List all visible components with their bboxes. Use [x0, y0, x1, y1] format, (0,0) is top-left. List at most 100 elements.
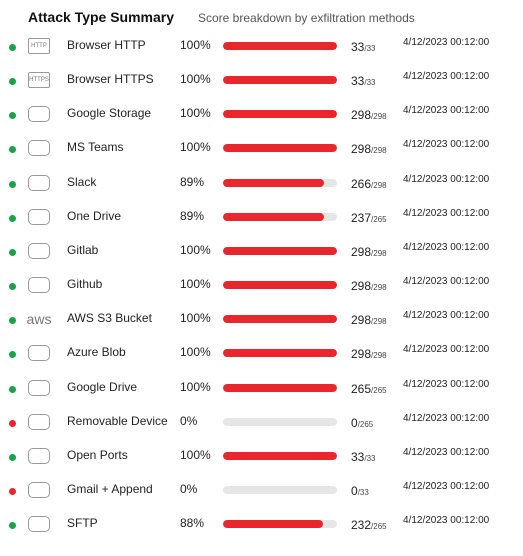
score-total: /33	[364, 78, 376, 88]
icon	[28, 277, 50, 294]
progress-bar	[223, 315, 337, 324]
progress-bar	[223, 451, 337, 460]
percent-label: 100%	[180, 277, 211, 292]
method-name: Gitlab	[67, 242, 99, 257]
icon: aws	[26, 311, 52, 328]
percent-label: 100%	[180, 345, 211, 360]
timestamp: 4/12/2023 00:12:00	[403, 105, 490, 117]
score-cell: 298/298	[351, 345, 387, 363]
progress-track	[223, 315, 337, 324]
score-cell: 232/265	[351, 516, 387, 534]
score-total: /265	[357, 419, 374, 429]
timestamp: 4/12/2023 00:12:00	[403, 480, 490, 492]
progress-bar	[223, 281, 337, 290]
score: 33	[351, 74, 365, 89]
score: 298	[351, 244, 372, 259]
score: 33	[351, 449, 365, 464]
progress-track	[223, 520, 337, 529]
method-name: Azure Blob	[67, 345, 126, 360]
method-name: Gmail + Append	[67, 481, 153, 496]
progress-track	[223, 485, 337, 494]
score: 232	[351, 518, 372, 533]
percent-label: 100%	[180, 106, 211, 121]
icon	[28, 481, 50, 498]
score-cell: 298/298	[351, 277, 387, 295]
percent-label: 100%	[180, 447, 211, 462]
subtitle: Score breakdown by exfiltration methods	[198, 11, 415, 25]
icon	[28, 413, 50, 430]
status-dot	[9, 453, 16, 461]
percent-label: 100%	[180, 140, 211, 155]
timestamp: 4/12/2023 00:12:00	[403, 276, 490, 288]
timestamp: 4/12/2023 00:12:00	[403, 139, 490, 151]
icon	[28, 106, 50, 123]
timestamp: 4/12/2023 00:12:00	[403, 446, 490, 458]
icon: HTTP	[28, 38, 50, 54]
status-dot	[9, 317, 16, 325]
percent-label: 89%	[180, 174, 205, 189]
status-dot	[9, 419, 16, 427]
progress-track	[223, 144, 337, 153]
progress-track	[223, 349, 337, 358]
progress-bar	[223, 110, 337, 119]
score-total: /298	[371, 180, 387, 190]
icon	[28, 242, 50, 259]
score-total: /265	[371, 214, 387, 224]
method-name: AWS S3 Bucket	[67, 311, 152, 326]
percent-label: 100%	[180, 38, 211, 52]
score-total: /265	[371, 385, 387, 395]
progress-track	[223, 110, 337, 119]
timestamp: 4/12/2023 00:12:00	[403, 173, 490, 185]
progress-bar	[223, 212, 325, 221]
score-cell: 266/298	[351, 175, 387, 193]
score-total: /298	[371, 283, 387, 293]
percent-label: 0%	[180, 413, 198, 428]
score-total: /298	[371, 317, 387, 327]
percent-label: 89%	[180, 208, 205, 223]
status-dot	[9, 283, 16, 291]
progress-bar	[223, 144, 337, 153]
title: Attack Type Summary	[28, 9, 175, 25]
score-cell: 237/265	[351, 209, 387, 227]
score-cell: 265/265	[351, 380, 387, 398]
progress-bar	[223, 246, 337, 255]
icon: HTTPS	[28, 72, 50, 89]
progress-track	[223, 178, 337, 187]
timestamp: 4/12/2023 00:12:00	[403, 71, 490, 83]
status-dot	[9, 522, 16, 530]
score-total: /298	[371, 351, 387, 361]
progress-bar	[223, 383, 337, 392]
method-name: MS Teams	[67, 140, 124, 155]
icon	[28, 140, 50, 157]
timestamp: 4/12/2023 00:12:00	[403, 515, 490, 527]
score: 298	[351, 142, 372, 157]
timestamp: 4/12/2023 00:12:00	[403, 37, 490, 48]
score: 0	[351, 415, 358, 430]
timestamp: 4/12/2023 00:12:00	[403, 412, 490, 424]
percent-label: 0%	[180, 481, 198, 496]
method-name: Browser HTTP	[67, 38, 146, 52]
score: 266	[351, 176, 372, 191]
icon	[28, 516, 50, 533]
method-name: Google Drive	[67, 379, 138, 394]
method-name: Google Storage	[67, 106, 152, 121]
status-dot	[9, 78, 16, 86]
status-dot	[9, 487, 16, 495]
method-name: SFTP	[67, 516, 98, 531]
percent-label: 100%	[180, 379, 211, 394]
percent-label: 100%	[180, 311, 211, 326]
progress-track	[223, 451, 337, 460]
timestamp: 4/12/2023 00:12:00	[403, 207, 490, 219]
progress-bar	[223, 349, 337, 358]
score: 298	[351, 108, 372, 123]
score-cell: 298/298	[351, 243, 387, 261]
progress-track	[223, 383, 337, 392]
percent-label: 100%	[180, 72, 211, 87]
progress-track	[223, 417, 337, 426]
score: 237	[351, 210, 372, 225]
status-dot	[9, 248, 16, 256]
score-cell: 0/265	[351, 414, 373, 432]
status-dot	[9, 180, 16, 188]
method-name: Slack	[67, 174, 97, 189]
